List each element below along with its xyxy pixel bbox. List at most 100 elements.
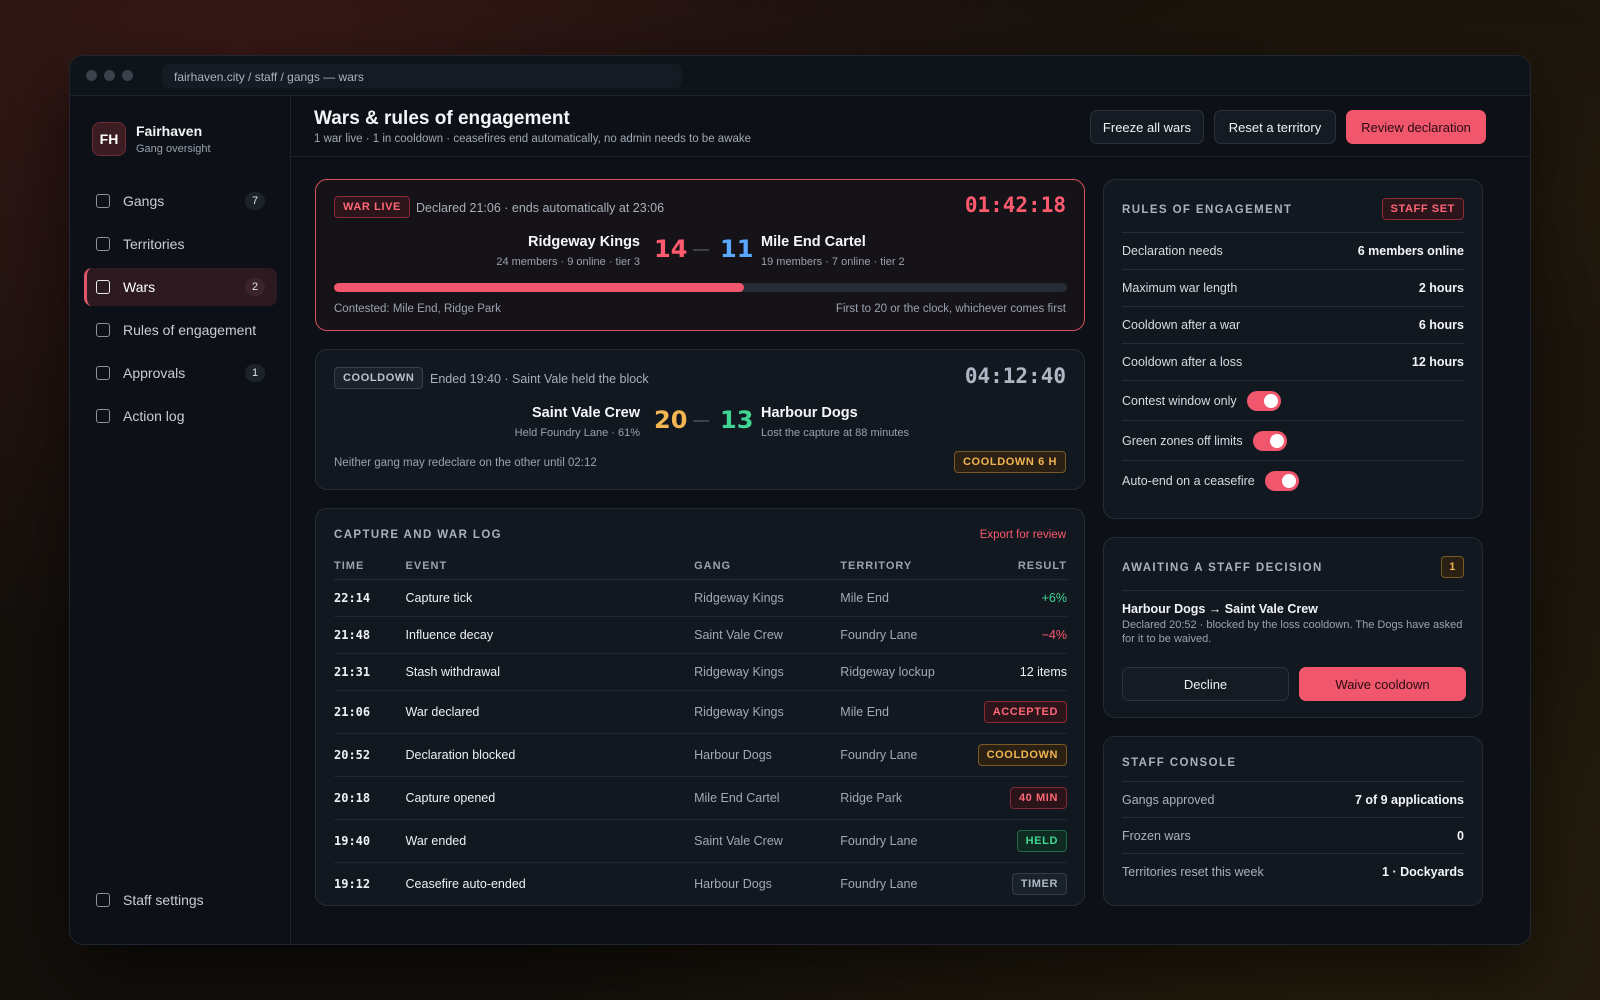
brand-name: Fairhaven xyxy=(136,123,203,139)
checkbox-icon xyxy=(96,409,110,423)
rule-label: Declaration needs xyxy=(1122,244,1223,258)
table-row[interactable]: 20:52 Declaration blocked Harbour Dogs Foun… xyxy=(334,733,1067,777)
sidebar-item-label: Wars xyxy=(123,279,156,295)
cooldown-timer: 04:12:40 xyxy=(964,364,1066,388)
log-time: 19:12 xyxy=(334,876,371,891)
log-event: Capture tick xyxy=(405,579,695,617)
sidebar-item-label: Staff settings xyxy=(123,892,204,908)
log-time: 21:31 xyxy=(334,653,406,691)
checkbox-icon xyxy=(96,323,110,337)
cooldown-war-card: COOLDOWN Ended 19:40 · Saint Vale held t… xyxy=(315,349,1085,490)
table-row[interactable]: 19:40 War ended Saint Vale Crew Foundry Lan… xyxy=(334,819,1067,863)
score-separator: — xyxy=(693,241,709,258)
sidebar-item-wars[interactable]: Wars 2 xyxy=(84,268,277,306)
column-header: EVENT xyxy=(405,553,695,580)
log-event: Declaration blocked xyxy=(405,733,695,777)
rule-row: Maximum war length 2 hours xyxy=(1122,269,1464,306)
decline-button[interactable]: Decline xyxy=(1122,667,1289,701)
log-result: ACCEPTED xyxy=(977,690,1067,734)
sidebar-item-staff-settings[interactable]: Staff settings xyxy=(84,881,277,919)
window-zoom-dot[interactable] xyxy=(122,70,133,81)
column-header: GANG xyxy=(694,553,841,580)
log-time: 22:14 xyxy=(334,579,406,617)
table-row[interactable]: 21:48 Influence decay Saint Vale Crew Found… xyxy=(334,616,1067,654)
console-value: 7 of 9 applications xyxy=(1354,792,1464,807)
table-row[interactable]: 19:12 Ceasefire auto-ended Harbour Dogs Fou… xyxy=(334,862,1067,905)
sidebar-item-territories[interactable]: Territories xyxy=(84,225,277,263)
team-b-details: Lost the capture at 88 minutes xyxy=(761,427,909,439)
log-territory: Ridge Park xyxy=(840,776,978,820)
log-gang: Harbour Dogs xyxy=(694,876,772,891)
result-badge: TIMER xyxy=(1011,872,1067,895)
review-declaration-button[interactable]: Review declaration xyxy=(1346,110,1486,144)
log-result: +6% xyxy=(977,579,1067,617)
sidebar-item-approvals[interactable]: Approvals 1 xyxy=(84,354,277,392)
team-a-score: 14 xyxy=(654,235,688,263)
green-zones-toggle[interactable] xyxy=(1252,430,1287,451)
rule-toggle-row: Auto-end on a ceasefire xyxy=(1122,460,1464,500)
decision-title: AWAITING A STAFF DECISION xyxy=(1122,562,1323,574)
war-progress-fill xyxy=(334,283,745,292)
log-event: War ended xyxy=(405,819,695,863)
log-event: Capture opened xyxy=(405,776,695,820)
team-b-score: 11 xyxy=(720,235,754,263)
count-badge: 2 xyxy=(245,278,265,296)
log-territory: Foundry Lane xyxy=(840,616,978,654)
log-territory: Ridgeway lockup xyxy=(840,653,978,691)
console-label: Frozen wars xyxy=(1122,828,1191,843)
brand-logo: FH xyxy=(92,122,126,156)
address-bar[interactable]: fairhaven.city / staff / gangs — wars xyxy=(162,64,682,88)
log-gang: Saint Vale Crew xyxy=(694,616,841,654)
table-row[interactable]: 20:18 Capture opened Mile End Cartel Ridge … xyxy=(334,776,1067,820)
log-territory: Foundry Lane xyxy=(840,876,918,891)
staff-decision-card: AWAITING A STAFF DECISION 1 Harbour Dogs… xyxy=(1103,537,1483,718)
log-territory: Mile End xyxy=(840,579,978,617)
reset-territory-button[interactable]: Reset a territory xyxy=(1214,110,1336,144)
log-gang: Ridgeway Kings xyxy=(694,690,841,734)
freeze-all-wars-button[interactable]: Freeze all wars xyxy=(1090,110,1204,144)
log-time: 20:52 xyxy=(334,733,406,777)
table-row[interactable]: 22:14 Capture tick Ridgeway Kings Mile End +… xyxy=(334,579,1067,617)
checkbox-icon xyxy=(96,237,110,251)
war-log-table: TIME EVENT GANG TERRITORY RESULT 22:14 Ca… xyxy=(334,553,1067,905)
war-meta: Ended 19:40 · Saint Vale held the block xyxy=(430,372,649,386)
log-event: War declared xyxy=(405,690,695,734)
log-time: 21:48 xyxy=(334,616,406,654)
result-badge: ACCEPTED xyxy=(983,700,1067,723)
rules-card: RULES OF ENGAGEMENT STAFF SET Declaratio… xyxy=(1103,179,1483,519)
rule-row: Cooldown after a war 6 hours xyxy=(1122,306,1464,343)
log-title: CAPTURE AND WAR LOG xyxy=(334,529,503,541)
log-result: HELD xyxy=(977,819,1067,863)
console-value: 0 xyxy=(1457,828,1464,843)
export-link[interactable]: Export for review xyxy=(979,529,1066,541)
log-time: 20:18 xyxy=(334,776,406,820)
table-row[interactable]: 21:06 War declared Ridgeway Kings Mile End A… xyxy=(334,690,1067,734)
rule-value: 6 members online xyxy=(1357,244,1464,258)
rule-label: Green zones off limits xyxy=(1122,433,1243,448)
team-a-details: Held Foundry Lane · 61% xyxy=(514,427,640,439)
log-gang: Saint Vale Crew xyxy=(694,819,841,863)
window-minimize-dot[interactable] xyxy=(104,70,115,81)
rule-value: 6 hours xyxy=(1418,318,1464,332)
win-condition: First to 20 or the clock, whichever come… xyxy=(835,303,1066,315)
sidebar-item-gangs[interactable]: Gangs 7 xyxy=(84,182,277,220)
waive-cooldown-button[interactable]: Waive cooldown xyxy=(1299,667,1466,701)
rule-toggle-row: Green zones off limits xyxy=(1122,420,1464,460)
log-result: 40 MIN xyxy=(977,776,1067,820)
log-event: Ceasefire auto-ended xyxy=(405,876,526,891)
sidebar-item-rules[interactable]: Rules of engagement xyxy=(84,311,277,349)
table-row[interactable]: 21:31 Stash withdrawal Ridgeway Kings Ridge… xyxy=(334,653,1067,691)
sidebar-item-label: Rules of engagement xyxy=(123,322,257,338)
rule-value: 2 hours xyxy=(1418,281,1464,295)
sidebar-item-action-log[interactable]: Action log xyxy=(84,397,277,435)
team-a-name: Saint Vale Crew xyxy=(532,405,640,421)
window-close-dot[interactable] xyxy=(86,70,97,81)
count-badge: 1 xyxy=(245,364,265,382)
contest-window-toggle[interactable] xyxy=(1246,390,1281,411)
page-title: Wars & rules of engagement xyxy=(314,108,570,129)
auto-end-ceasefire-toggle[interactable] xyxy=(1264,470,1299,491)
decision-heading: Harbour Dogs → Saint Vale Crew xyxy=(1122,602,1318,616)
staff-console-card: STAFF CONSOLE Gangs approved 7 of 9 appl… xyxy=(1103,736,1483,906)
contested-territories: Contested: Mile End, Ridge Park xyxy=(334,303,501,315)
result-badge: 40 MIN xyxy=(1009,786,1067,809)
